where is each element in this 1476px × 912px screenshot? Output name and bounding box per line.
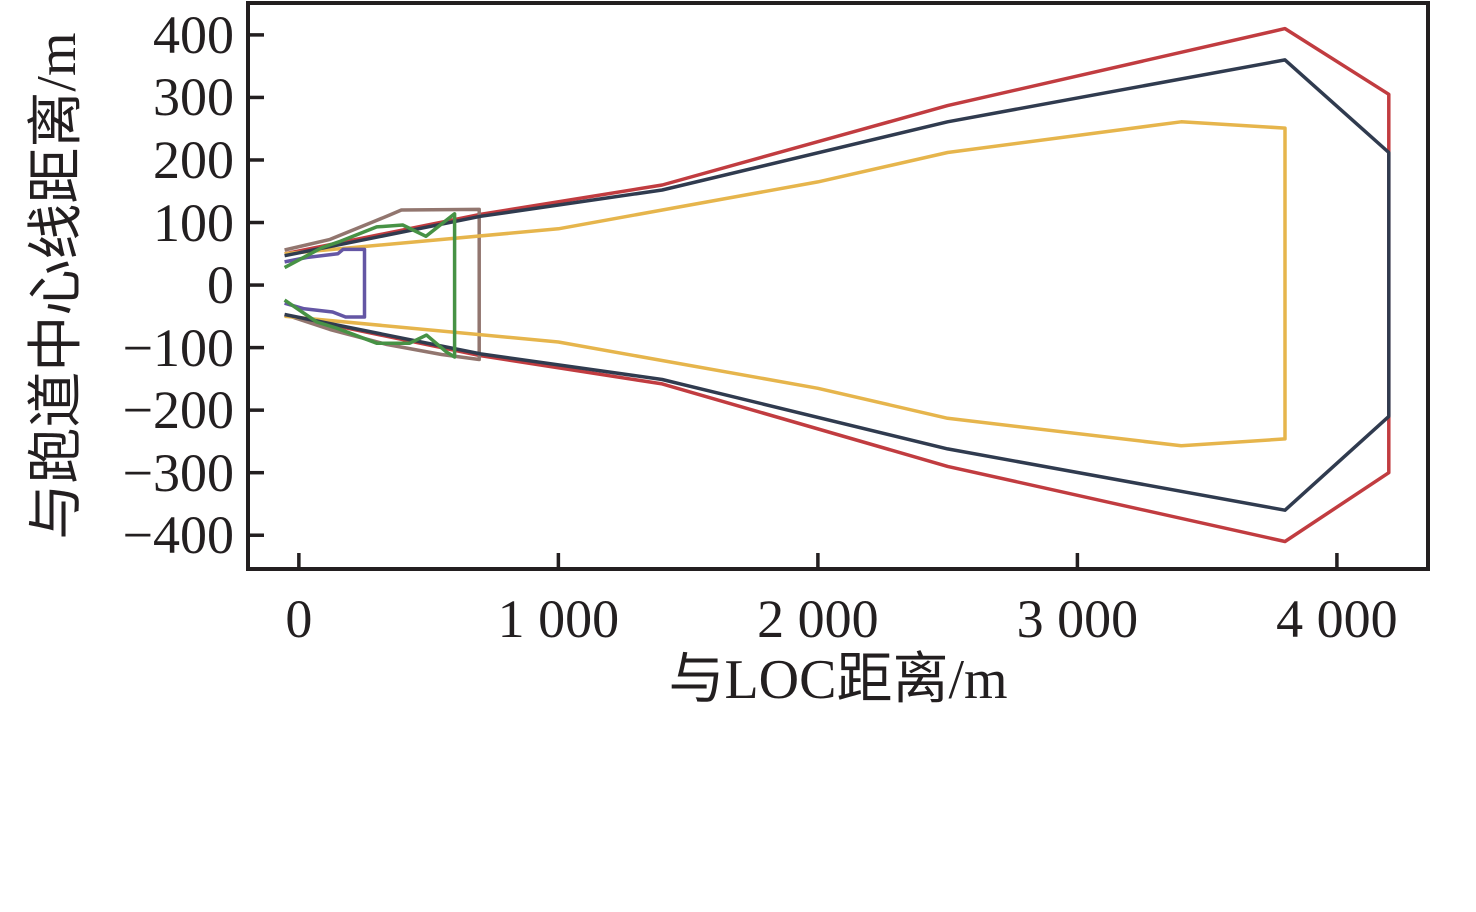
y-tick-label: 100 xyxy=(153,192,234,253)
plot-frame xyxy=(246,1,1430,571)
y-tick-label: −200 xyxy=(122,380,234,441)
x-tick-label: 4 000 xyxy=(1276,589,1398,649)
x-tick-label: 3 000 xyxy=(1016,589,1139,649)
series-b787-8-critical xyxy=(283,212,457,359)
y-tick-label: 200 xyxy=(153,129,234,190)
x-tick-label: 1 000 xyxy=(497,589,620,649)
series-a380-sensitive xyxy=(284,26,1391,544)
series-b787-8-sensitive xyxy=(284,58,1391,512)
plot-area xyxy=(246,1,1430,571)
y-tick-label: 400 xyxy=(153,4,234,65)
y-tick-label: 0 xyxy=(207,255,234,316)
y-tick-label: −100 xyxy=(122,317,234,378)
y-tick-label: 300 xyxy=(153,67,234,128)
y-tick-label: −300 xyxy=(122,442,234,503)
series-b737-8-sensitive xyxy=(284,120,1287,448)
x-tick-label: 0 xyxy=(285,589,313,649)
series-b737-8-critical xyxy=(284,247,367,319)
x-axis-title: 与LOC距离/m xyxy=(668,649,1008,711)
x-tick-label: 2 000 xyxy=(757,589,879,649)
y-tick-label: −400 xyxy=(122,505,234,566)
legend: A380敏感区A380临界区B737-8敏感区 B737-8临界区B787-8敏… xyxy=(0,740,1476,912)
